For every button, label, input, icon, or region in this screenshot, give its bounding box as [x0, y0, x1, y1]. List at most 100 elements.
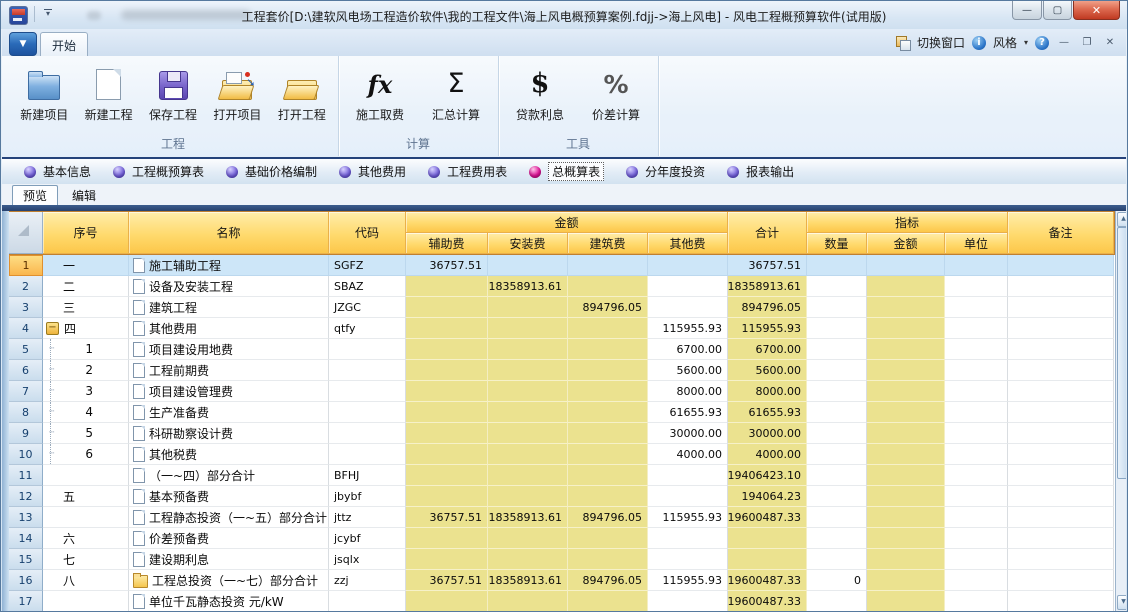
row-header[interactable]: 8 [9, 402, 43, 423]
app-logo-icon[interactable] [9, 6, 28, 25]
cell-code[interactable] [329, 381, 406, 402]
cell-note[interactable] [1008, 465, 1114, 486]
row-header[interactable]: 13 [9, 507, 43, 528]
scroll-up-icon[interactable]: ▲ [1117, 212, 1126, 227]
cell-qty[interactable]: 0 [807, 570, 867, 591]
cell-total[interactable]: 19406423.10 [728, 465, 807, 486]
scrollbar-thumb[interactable] [1117, 227, 1126, 479]
cell-qty[interactable] [807, 444, 867, 465]
cell-total[interactable]: 36757.51 [728, 255, 807, 276]
cell-total[interactable]: 894796.05 [728, 297, 807, 318]
help-icon[interactable]: ? [1035, 35, 1049, 50]
cell-build-fee[interactable] [568, 486, 648, 507]
header-amount-group[interactable]: 金额 [406, 212, 728, 233]
cell-aux-fee[interactable]: 36757.51 [406, 255, 488, 276]
cell-total[interactable]: 61655.93 [728, 402, 807, 423]
cell-total[interactable]: 19600487.33 [728, 591, 807, 611]
cell-build-fee[interactable]: 894796.05 [568, 297, 648, 318]
cell-indicator-amount[interactable] [867, 528, 945, 549]
cell-note[interactable] [1008, 486, 1114, 507]
cell-other-fee[interactable]: 30000.00 [648, 423, 728, 444]
cell-aux-fee[interactable] [406, 276, 488, 297]
cell-seq[interactable]: 二 [43, 276, 129, 297]
cell-aux-fee[interactable]: 36757.51 [406, 507, 488, 528]
row-header[interactable]: 16 [9, 570, 43, 591]
cell-unit[interactable] [945, 570, 1008, 591]
tab-start[interactable]: 开始 [40, 32, 88, 57]
cell-aux-fee[interactable] [406, 360, 488, 381]
cell-indicator-amount[interactable] [867, 465, 945, 486]
cell-code[interactable]: jcybf [329, 528, 406, 549]
quick-access-dropdown-icon[interactable] [41, 7, 55, 21]
row-header[interactable]: 5 [9, 339, 43, 360]
cell-other-fee[interactable] [648, 486, 728, 507]
cell-build-fee[interactable] [568, 255, 648, 276]
cell-seq[interactable] [43, 591, 129, 611]
cell-code[interactable]: jttz [329, 507, 406, 528]
cell-other-fee[interactable] [648, 297, 728, 318]
cell-install-fee[interactable] [488, 465, 568, 486]
cell-indicator-amount[interactable] [867, 360, 945, 381]
cell-name[interactable]: 项目建设管理费 [129, 381, 329, 402]
cell-code[interactable] [329, 444, 406, 465]
cell-unit[interactable] [945, 318, 1008, 339]
cell-aux-fee[interactable] [406, 486, 488, 507]
cell-install-fee[interactable] [488, 444, 568, 465]
cell-seq[interactable]: 七 [43, 549, 129, 570]
cell-other-fee[interactable] [648, 276, 728, 297]
cell-seq[interactable]: 一 [43, 255, 129, 276]
cell-unit[interactable] [945, 423, 1008, 444]
cell-total[interactable]: 19600487.33 [728, 570, 807, 591]
cell-total[interactable]: 194064.23 [728, 486, 807, 507]
header-total[interactable]: 合计 [728, 212, 807, 254]
tab-preview[interactable]: 预览 [12, 185, 59, 205]
cell-install-fee[interactable] [488, 255, 568, 276]
cell-unit[interactable] [945, 528, 1008, 549]
cell-qty[interactable] [807, 486, 867, 507]
cell-install-fee[interactable] [488, 381, 568, 402]
row-header[interactable]: 15 [9, 549, 43, 570]
cell-code[interactable] [329, 423, 406, 444]
cell-note[interactable] [1008, 507, 1114, 528]
cell-other-fee[interactable] [648, 255, 728, 276]
cell-qty[interactable] [807, 381, 867, 402]
cell-indicator-amount[interactable] [867, 402, 945, 423]
header-name[interactable]: 名称 [129, 212, 329, 254]
cell-indicator-amount[interactable] [867, 381, 945, 402]
cell-indicator-amount[interactable] [867, 444, 945, 465]
cell-install-fee[interactable] [488, 318, 568, 339]
cell-note[interactable] [1008, 297, 1114, 318]
cell-unit[interactable] [945, 465, 1008, 486]
cell-indicator-amount[interactable] [867, 318, 945, 339]
row-header[interactable]: 1 [9, 255, 43, 276]
nav-item-basic-info[interactable]: 基本信息 [14, 161, 103, 182]
cell-code[interactable] [329, 339, 406, 360]
cell-unit[interactable] [945, 381, 1008, 402]
cell-other-fee[interactable] [648, 528, 728, 549]
cell-qty[interactable] [807, 318, 867, 339]
cell-note[interactable] [1008, 360, 1114, 381]
cell-qty[interactable] [807, 255, 867, 276]
cell-build-fee[interactable] [568, 318, 648, 339]
save-work-button[interactable]: 保存工程 [143, 62, 203, 132]
scroll-down-icon[interactable]: ▼ [1117, 595, 1126, 610]
cell-unit[interactable] [945, 444, 1008, 465]
cell-seq[interactable]: ┄ 3 [43, 381, 129, 402]
cell-aux-fee[interactable] [406, 444, 488, 465]
header-build[interactable]: 建筑费 [568, 233, 648, 254]
cell-name[interactable]: 生产准备费 [129, 402, 329, 423]
cell-qty[interactable] [807, 549, 867, 570]
cell-note[interactable] [1008, 381, 1114, 402]
cell-indicator-amount[interactable] [867, 339, 945, 360]
cell-note[interactable] [1008, 528, 1114, 549]
cell-install-fee[interactable] [488, 360, 568, 381]
maximize-button[interactable]: ▢ [1043, 1, 1072, 20]
nav-item-base-price[interactable]: 基础价格编制 [216, 161, 329, 182]
cell-seq[interactable]: ┄ 5 [43, 423, 129, 444]
cell-indicator-amount[interactable] [867, 549, 945, 570]
cell-build-fee[interactable] [568, 549, 648, 570]
summary-calc-button[interactable]: Σ 汇总计算 [431, 68, 480, 122]
header-sn[interactable]: 序号 [43, 212, 129, 254]
cell-build-fee[interactable] [568, 381, 648, 402]
cell-seq[interactable]: ┄ 6 [43, 444, 129, 465]
